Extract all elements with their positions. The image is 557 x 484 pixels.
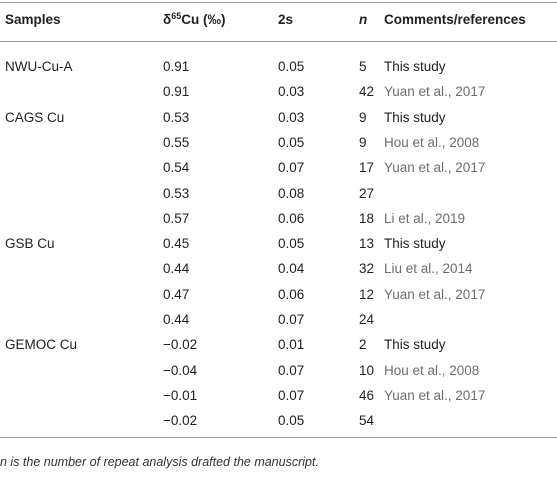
- table-cell: Yuan et al., 2017: [384, 84, 486, 100]
- header-sup: 65: [171, 11, 182, 21]
- table-cell: 0.05: [278, 59, 305, 74]
- table-cell: 0.54: [163, 160, 190, 176]
- table-cell: 0.05: [278, 413, 305, 429]
- table-cell: 0.03: [278, 109, 305, 125]
- table-cell: Li et al., 2019: [384, 210, 466, 226]
- table-cell: 0.07: [278, 362, 305, 378]
- table-cell: 0.08: [278, 185, 305, 201]
- table-cell: −0.01: [163, 387, 198, 403]
- table-cell: 13: [359, 236, 375, 252]
- header-cell: Comments/references: [384, 12, 526, 27]
- table-cell: Hou et al., 2008: [384, 362, 480, 378]
- table-cell: 10: [359, 362, 375, 378]
- table-cell: 54: [359, 413, 375, 429]
- table-cell: Yuan et al., 2017: [384, 160, 486, 176]
- table-cell: 24: [359, 312, 375, 327]
- table-cell: 12: [359, 286, 375, 302]
- table-cell: 2: [359, 337, 367, 353]
- table-cell: 42: [359, 84, 375, 100]
- table-cell: 0.06: [278, 210, 305, 226]
- table-cell: Liu et al., 2014: [384, 261, 473, 277]
- table-cell: NWU-Cu-A: [5, 59, 73, 74]
- table-cell: 18: [359, 210, 375, 226]
- table-cell: 9: [359, 134, 367, 150]
- table-cell: 0.44: [163, 312, 190, 327]
- table-cell: 0.04: [278, 261, 305, 277]
- table-cell: Hou et al., 2008: [384, 134, 480, 150]
- table-cell: 0.57: [163, 210, 190, 226]
- table-cell: This study: [384, 236, 446, 252]
- table-cell: 0.55: [163, 134, 190, 150]
- table-cell: 0.07: [278, 160, 305, 176]
- table-cell: 0.91: [163, 59, 190, 74]
- table-cell: 32: [359, 261, 375, 277]
- table-cell: −0.02: [163, 413, 198, 429]
- header-cell: Samples: [5, 12, 61, 27]
- table-cell: 0.91: [163, 84, 190, 100]
- table-cell: CAGS Cu: [5, 109, 65, 125]
- header-cell: δ65Cu (‰): [163, 12, 225, 28]
- table-cell: 0.06: [278, 286, 305, 302]
- table-cell: 0.47: [163, 286, 190, 302]
- table-cell: This study: [384, 337, 446, 353]
- table-cell: 0.07: [278, 312, 305, 327]
- table-cell: 9: [359, 109, 367, 125]
- header-text: Cu (‰): [181, 12, 226, 27]
- table-cell: 0.44: [163, 261, 190, 277]
- table-cell: 5: [359, 59, 367, 74]
- table-cell: 0.03: [278, 84, 305, 100]
- table-cell: This study: [384, 109, 446, 125]
- table-cell: 0.01: [278, 337, 305, 353]
- table-cell: Yuan et al., 2017: [384, 387, 486, 403]
- table-cell: 46: [359, 387, 375, 403]
- table-cell: GEMOC Cu: [5, 337, 78, 353]
- table-cell: 0.53: [163, 185, 190, 201]
- table-cell: 0.07: [278, 387, 305, 403]
- table-cell: 0.05: [278, 134, 305, 150]
- header-text: δ: [163, 12, 172, 27]
- rule: [0, 2, 557, 3]
- header-cell: 2s: [278, 12, 294, 27]
- table-cell: −0.04: [163, 362, 198, 378]
- table-cell: 17: [359, 160, 375, 176]
- footnote: n is the number of repeat analysis draft…: [0, 455, 319, 469]
- table-cell: 0.05: [278, 236, 305, 252]
- table-cell: −0.02: [163, 337, 198, 353]
- table-cell: GSB Cu: [5, 236, 55, 252]
- header-cell: n: [359, 12, 368, 27]
- rule: [0, 437, 557, 438]
- footnote-n: n: [0, 455, 7, 469]
- table-cell: This study: [384, 59, 446, 74]
- table-cell: 0.53: [163, 109, 190, 125]
- rule: [0, 41, 557, 42]
- table-cell: Yuan et al., 2017: [384, 286, 486, 302]
- table-cell: 0.45: [163, 236, 190, 252]
- footnote-text: is the number of repeat analysis drafted…: [6, 455, 319, 469]
- table-cell: 27: [359, 185, 375, 201]
